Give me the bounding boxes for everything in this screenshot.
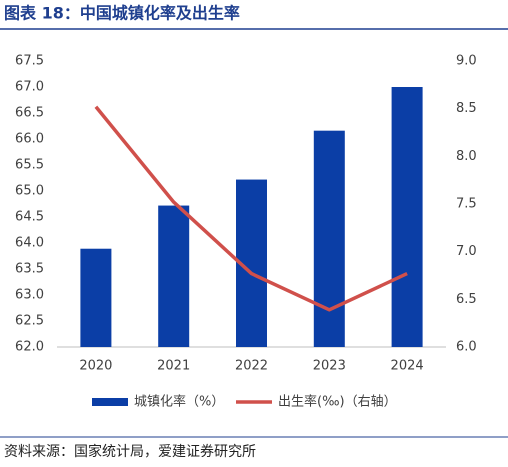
legend-label: 出生率(‰)（右轴） [278,394,397,410]
y-tick-label: 63.0 [15,288,44,303]
x-tick-label: 2021 [157,359,190,374]
y-tick-label: 62.5 [15,314,44,329]
y2-tick-label: 8.5 [456,101,477,116]
bar [80,248,112,347]
bar [391,87,423,347]
y2-tick-label: 7.0 [456,244,477,259]
y-tick-label: 66.5 [15,106,44,121]
chart-title: 图表 18：中国城镇化率及出生率 [4,4,240,23]
source-note: 资料来源：国家统计局，爱建证券研究所 [4,443,256,460]
y2-tick-label: 8.0 [456,149,477,164]
y-tick-label: 65.5 [15,158,44,173]
y-tick-label: 63.5 [15,262,44,277]
y2-tick-label: 7.5 [456,197,477,212]
legend-swatch [92,398,128,406]
y-tick-label: 67.0 [15,80,44,95]
line [94,105,408,312]
y-tick-label: 67.5 [15,54,44,69]
y2-tick-label: 6.0 [456,340,477,355]
x-tick-label: 2023 [313,359,346,374]
legend-label: 城镇化率（%） [134,394,224,410]
y-tick-label: 64.5 [15,210,44,225]
bar [313,130,345,347]
y-tick-label: 64.0 [15,236,44,251]
y-tick-label: 66.0 [15,132,44,147]
y2-tick-label: 6.5 [456,292,477,307]
y-tick-label: 65.0 [15,184,44,199]
x-tick-label: 2024 [391,359,424,374]
y2-tick-label: 9.0 [456,54,477,69]
x-tick-label: 2022 [235,359,268,374]
x-tick-label: 2020 [79,359,112,374]
y-tick-label: 62.0 [15,340,44,355]
bar [158,205,190,347]
